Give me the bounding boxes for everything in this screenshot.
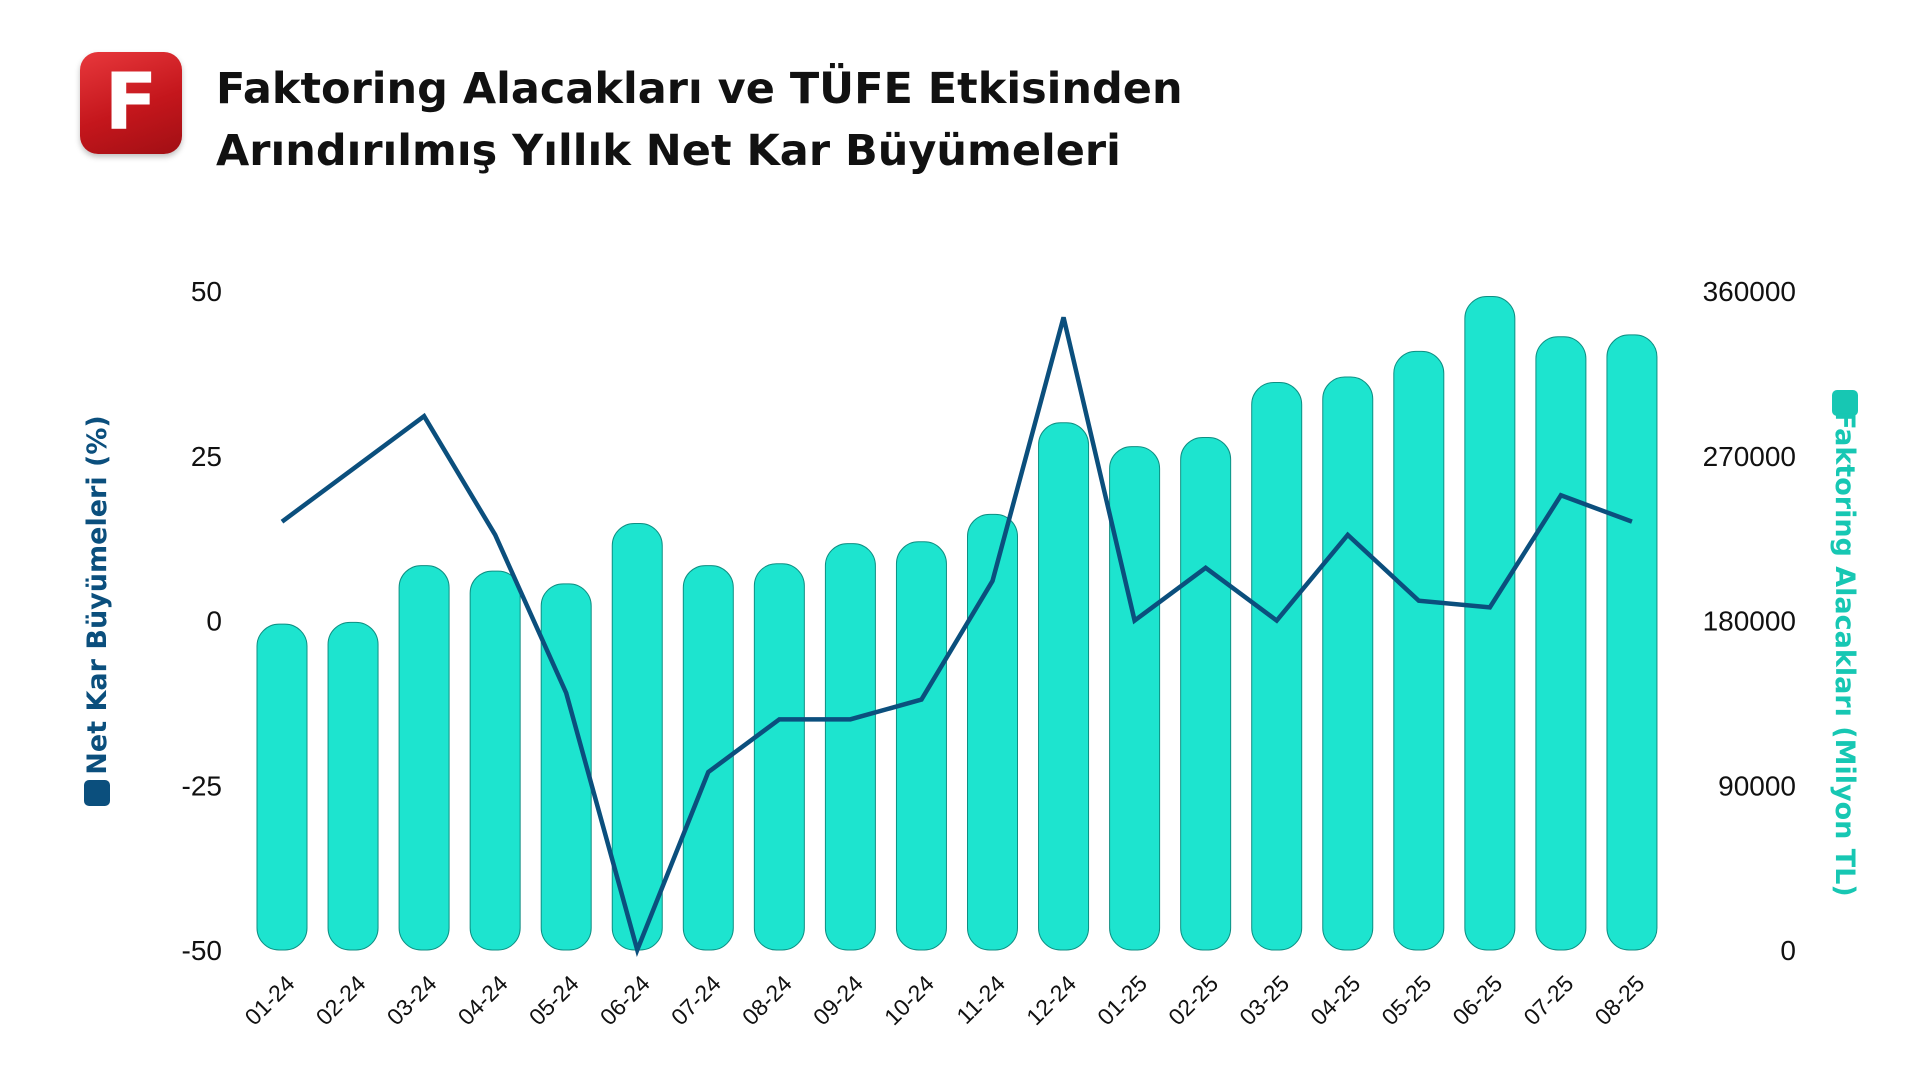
chart-header: F Faktoring Alacakları ve TÜFE Etkisinde…: [80, 52, 1183, 182]
right-tick-label: 90000: [1718, 770, 1796, 801]
chart-title: Faktoring Alacakları ve TÜFE Etkisinden …: [216, 58, 1183, 182]
x-tick-label: 03-25: [1234, 970, 1294, 1030]
logo-letter: F: [104, 58, 158, 148]
right-legend-swatch: [1832, 390, 1858, 416]
bar-06-25: [1464, 295, 1516, 951]
left-legend-swatch: [84, 780, 110, 806]
right-axis-title: Faktoring Alacakları (Milyon TL): [1829, 411, 1860, 896]
x-tick-label: 02-24: [311, 970, 371, 1030]
bar-01-25: [1109, 446, 1161, 951]
right-tick-label: 180000: [1703, 606, 1796, 637]
left-tick-label: 50: [191, 276, 222, 307]
x-tick-label: 01-25: [1092, 970, 1152, 1030]
x-tick-label: 05-24: [524, 970, 584, 1030]
x-tick-label: 04-25: [1305, 970, 1365, 1030]
left-tick-label: 0: [206, 606, 222, 637]
bar-03-24: [398, 565, 450, 951]
x-tick-label: 08-24: [737, 970, 797, 1030]
bar-04-25: [1322, 376, 1374, 951]
x-tick-label: 08-25: [1590, 970, 1650, 1030]
x-tick-label: 07-25: [1518, 970, 1578, 1030]
title-line-2: Arındırılmış Yıllık Net Kar Büyümeleri: [216, 126, 1121, 176]
left-tick-label: -50: [182, 935, 222, 966]
left-tick-label: 25: [191, 441, 222, 472]
bar-07-24: [682, 565, 734, 951]
bar-04-24: [469, 570, 521, 951]
x-tick-label: 02-25: [1163, 970, 1223, 1030]
x-tick-label: 09-24: [808, 970, 868, 1030]
x-tick-label: 03-24: [382, 970, 442, 1030]
x-tick-label: 06-25: [1447, 970, 1507, 1030]
left-tick-label: -25: [182, 770, 222, 801]
bar-12-24: [1038, 422, 1090, 951]
x-tick-label: 10-24: [879, 970, 939, 1030]
x-tick-label: 07-24: [666, 970, 726, 1030]
x-tick-label: 01-24: [240, 970, 300, 1030]
bar-09-24: [824, 543, 876, 951]
x-tick-label: 11-24: [951, 970, 1010, 1029]
bar-01-24: [256, 623, 308, 951]
bar-03-25: [1251, 382, 1303, 951]
bar-02-24: [327, 621, 379, 951]
right-tick-label: 270000: [1703, 441, 1796, 472]
x-tick-label: 04-24: [453, 970, 513, 1030]
bar-11-24: [967, 513, 1018, 951]
bar-05-25: [1393, 350, 1445, 951]
x-tick-label: 06-24: [595, 970, 655, 1030]
net-kar-line: [280, 316, 1633, 958]
bar-05-24: [540, 583, 592, 951]
title-line-1: Faktoring Alacakları ve TÜFE Etkisinden: [216, 64, 1183, 114]
left-axis-title: Net Kar Büyümeleri (%): [82, 415, 113, 774]
x-tick-label: 12-24: [1021, 970, 1081, 1030]
bar-07-25: [1535, 336, 1587, 951]
brand-logo: F: [80, 52, 182, 154]
bar-10-24: [895, 541, 947, 951]
bar-08-25: [1606, 334, 1658, 951]
bar-08-24: [753, 563, 805, 951]
x-tick-label: 05-25: [1376, 970, 1436, 1030]
right-tick-label: 360000: [1703, 276, 1796, 307]
bar-02-25: [1180, 436, 1232, 951]
right-tick-label: 0: [1780, 935, 1796, 966]
